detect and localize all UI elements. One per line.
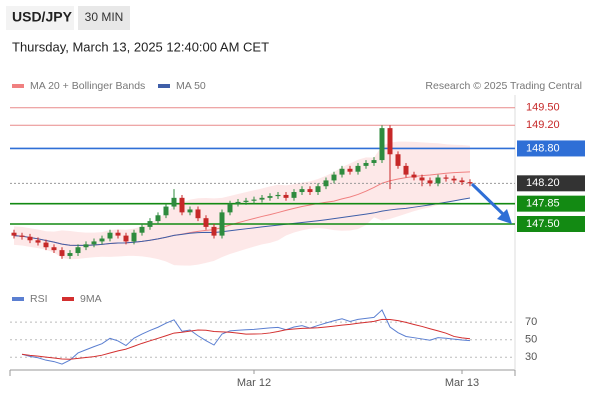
candle-body — [227, 203, 233, 213]
level-box — [517, 215, 585, 232]
level-box — [517, 140, 585, 157]
candle-body — [443, 177, 449, 179]
candle-body — [51, 247, 57, 251]
candle-body — [435, 177, 441, 184]
candle-body — [363, 162, 369, 166]
candle-body — [187, 209, 193, 213]
candle-body — [195, 209, 201, 219]
candle-body — [11, 232, 17, 236]
candle-body — [267, 196, 273, 198]
forecast-arrow-head — [497, 209, 512, 224]
x-tick-label: Mar 12 — [237, 377, 271, 389]
level-label: 149.20 — [526, 119, 560, 131]
y-tick-label: 50 — [525, 334, 537, 346]
candle-body — [139, 226, 145, 233]
legend-label: MA 20 + Bollinger Bands — [30, 80, 145, 92]
ma50-line — [13, 197, 471, 246]
legend-swatch — [12, 84, 24, 88]
legend-swatch — [12, 297, 24, 301]
candle-body — [323, 180, 329, 187]
forecast-arrow — [470, 182, 507, 218]
candle-body — [219, 212, 225, 236]
candle-body — [171, 197, 177, 207]
candle-body — [371, 160, 377, 163]
candle-body — [291, 192, 297, 198]
candle-body — [315, 186, 321, 193]
candle-body — [427, 180, 433, 184]
level-label: 149.50 — [526, 102, 560, 114]
candle-body — [355, 165, 361, 172]
level-label: 147.85 — [526, 198, 560, 210]
legend-swatch — [62, 297, 74, 301]
subtitle: Thursday, March 13, 2025 12:40:00 AM CET — [12, 39, 269, 54]
candle-body — [35, 240, 41, 243]
x-tick-label: Mar 13 — [445, 377, 479, 389]
candle-body — [395, 154, 401, 166]
symbol-box — [6, 6, 74, 30]
level-box — [517, 195, 585, 212]
candle-body — [147, 221, 153, 227]
rsi-ma-line — [21, 318, 471, 360]
candle-body — [19, 235, 25, 237]
candle-body — [59, 250, 65, 256]
timeframe-box — [78, 6, 130, 30]
candle-body — [299, 189, 305, 193]
level-label: 147.50 — [526, 218, 560, 230]
timeframe: 30 MIN — [85, 10, 124, 24]
candle-body — [283, 194, 289, 198]
candle-body — [27, 236, 33, 241]
candle-body — [67, 253, 73, 256]
candle-body — [107, 232, 113, 239]
candle-body — [459, 180, 465, 183]
level-box — [517, 175, 585, 192]
candle-body — [155, 215, 161, 222]
candle-body — [75, 247, 81, 254]
candle-body — [387, 128, 393, 155]
symbol: USD/JPY — [12, 9, 73, 25]
candle-body — [467, 182, 473, 184]
candle-body — [451, 178, 457, 181]
candle-body — [339, 168, 345, 175]
candle-body — [411, 174, 417, 178]
level-label: 148.80 — [526, 142, 560, 154]
source: Research © 2025 Trading Central — [425, 80, 582, 92]
candle-body — [131, 232, 137, 242]
candle-body — [251, 199, 257, 201]
candle-body — [235, 201, 241, 204]
candle-body — [203, 218, 209, 227]
legend-label: RSI — [30, 293, 48, 305]
candle-body — [307, 189, 313, 193]
legend-label: MA 50 — [176, 80, 206, 92]
y-tick-label: 30 — [525, 351, 537, 363]
candle-body — [379, 128, 385, 161]
level-label: 148.20 — [526, 177, 560, 189]
candle-body — [91, 241, 97, 245]
candle-body — [403, 165, 409, 175]
candle-body — [83, 244, 89, 248]
legend-swatch — [158, 84, 170, 88]
candle-body — [275, 194, 281, 197]
candle-body — [347, 168, 353, 172]
candle-body — [259, 197, 265, 200]
candle-body — [43, 242, 49, 248]
candle-body — [243, 200, 249, 202]
candle-body — [163, 206, 169, 216]
y-tick-label: 70 — [525, 316, 537, 328]
candle-body — [331, 174, 337, 181]
candle-body — [211, 226, 217, 236]
legend-label: 9MA — [80, 293, 102, 305]
candle-body — [179, 197, 185, 213]
candle-body — [115, 232, 121, 236]
rsi-line — [21, 309, 471, 365]
candle-body — [419, 177, 425, 181]
candle-body — [99, 238, 105, 242]
candle-body — [123, 235, 129, 242]
